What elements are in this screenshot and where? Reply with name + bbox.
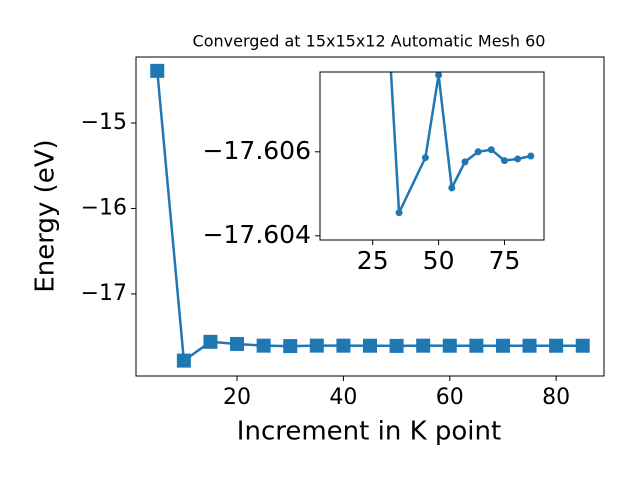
marker xyxy=(230,336,245,351)
y-tick-label: −17.606 xyxy=(203,136,311,165)
y-tick-label: −16 xyxy=(81,195,127,220)
marker xyxy=(474,148,482,156)
marker xyxy=(283,339,298,354)
x-axis-label: Increment in K point xyxy=(237,417,501,447)
marker xyxy=(500,157,508,165)
x-tick-label: 25 xyxy=(357,246,389,275)
chart-title: Converged at 15x15x12 Automatic Mesh 60 xyxy=(193,32,546,51)
y-tick-label: −17 xyxy=(81,281,127,306)
marker xyxy=(336,338,351,353)
marker xyxy=(522,338,537,353)
axes-frame xyxy=(135,56,605,377)
marker xyxy=(442,338,457,353)
marker xyxy=(527,152,535,160)
marker xyxy=(435,72,443,79)
marker xyxy=(421,154,429,162)
marker xyxy=(575,338,590,353)
plot-area xyxy=(320,72,544,240)
y-tick-label: −15 xyxy=(81,110,127,135)
plot-clip xyxy=(389,72,535,217)
marker xyxy=(549,338,564,353)
x-tick-label: 50 xyxy=(423,246,455,275)
marker xyxy=(416,338,431,353)
marker xyxy=(363,338,377,353)
y-axis-label: Energy (eV) xyxy=(31,139,61,292)
marker xyxy=(309,338,324,353)
x-tick-label: 60 xyxy=(436,385,464,410)
marker xyxy=(256,338,271,353)
axes-frame xyxy=(319,71,545,241)
plot-clip xyxy=(150,63,590,368)
y-tick-label: −17.604 xyxy=(203,220,311,249)
marker xyxy=(487,146,495,154)
marker xyxy=(203,334,218,349)
marker xyxy=(176,353,191,368)
marker xyxy=(495,338,510,353)
x-tick-label: 80 xyxy=(542,385,570,410)
marker xyxy=(448,184,456,192)
x-tick-label: 20 xyxy=(223,385,251,410)
marker xyxy=(514,155,522,163)
x-tick-label: 75 xyxy=(489,246,521,275)
marker xyxy=(150,63,165,78)
marker xyxy=(389,338,404,353)
x-tick-label: 40 xyxy=(329,385,357,410)
marker xyxy=(469,338,484,353)
marker xyxy=(395,209,403,217)
marker xyxy=(461,158,469,166)
